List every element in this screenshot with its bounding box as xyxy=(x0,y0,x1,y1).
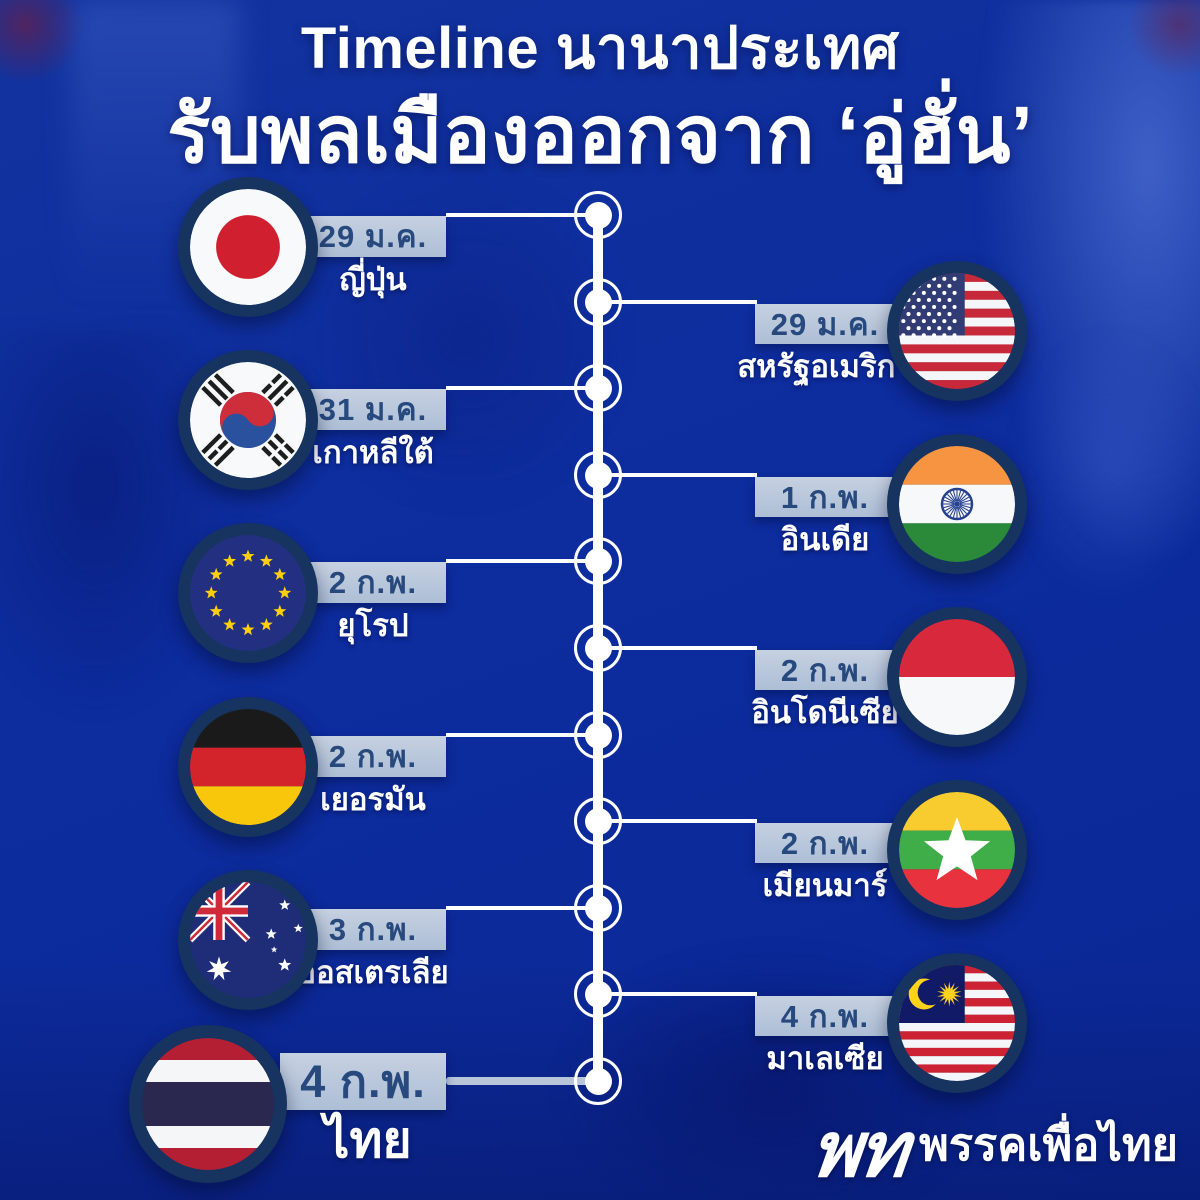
country-label: ออสเตรเลีย xyxy=(297,955,449,990)
date-text: 2 ก.พ. xyxy=(780,652,870,688)
timeline-node-dot xyxy=(584,201,612,229)
connector-line xyxy=(446,559,600,563)
connector-line xyxy=(446,733,600,737)
date-ribbon: 1 ก.พ. xyxy=(755,477,895,517)
date-ribbon: 2 ก.พ. xyxy=(300,736,446,777)
country-label: ยุโรป xyxy=(337,608,409,643)
timeline-node-dot xyxy=(584,1067,612,1095)
date-ribbon: 2 ก.พ. xyxy=(755,823,895,863)
date-text: 2 ก.พ. xyxy=(328,565,418,600)
timeline-node xyxy=(574,191,622,239)
country-label: เกาหลีใต้ xyxy=(312,435,434,470)
date-text: 3 ก.พ. xyxy=(328,912,418,947)
timeline-node-dot xyxy=(584,547,612,575)
connector-line xyxy=(446,906,600,910)
timeline-node-dot xyxy=(584,288,612,316)
germany-flag-icon xyxy=(178,697,318,837)
timeline-node-dot xyxy=(584,980,612,1008)
date-text: 29 ม.ค. xyxy=(318,219,428,254)
timeline-node-dot xyxy=(584,374,612,402)
connector-line xyxy=(598,819,757,823)
date-text: 1 ก.พ. xyxy=(780,479,870,515)
country-label: อินโดนีเซีย xyxy=(751,695,899,730)
timeline-node-dot xyxy=(584,461,612,489)
date-ribbon: 2 ก.พ. xyxy=(300,562,446,603)
timeline-node xyxy=(574,364,622,412)
timeline-node-dot xyxy=(584,634,612,662)
party-footer: พท พรรคเพื่อไทย xyxy=(806,1108,1178,1194)
timeline-node xyxy=(574,884,622,932)
date-ribbon: 4 ก.พ. xyxy=(755,996,895,1036)
date-ribbon: 29 ม.ค. xyxy=(300,216,446,257)
timeline-node xyxy=(574,711,622,759)
date-text: 4 ก.พ. xyxy=(300,1056,426,1107)
connector-line xyxy=(446,386,600,390)
country-label: ญี่ปุ่น xyxy=(339,262,407,297)
date-text: 31 ม.ค. xyxy=(318,392,428,427)
timeline-node xyxy=(574,451,622,499)
date-text: 29 ม.ค. xyxy=(770,306,880,342)
date-text: 2 ก.พ. xyxy=(780,825,870,861)
usa-flag-icon xyxy=(887,261,1027,401)
pheu-thai-logo-icon: พท xyxy=(806,1108,910,1194)
connector-line xyxy=(446,1077,600,1085)
connector-line xyxy=(598,473,757,477)
timeline-node xyxy=(574,537,622,585)
party-name: พรรคเพื่อไทย xyxy=(919,1119,1178,1170)
country-label: ไทย xyxy=(324,1112,412,1168)
country-label: เมียนมาร์ xyxy=(762,868,888,903)
date-ribbon: 3 ก.พ. xyxy=(300,909,446,950)
page-title: Timeline นานาประเทศ รับพลเมืองออกจาก ‘อู… xyxy=(0,16,1200,185)
india-flag-icon xyxy=(887,434,1027,574)
date-text: 4 ก.พ. xyxy=(780,998,870,1034)
date-ribbon: 2 ก.พ. xyxy=(755,650,895,690)
timeline-node xyxy=(574,278,622,326)
timeline-node-dot xyxy=(584,721,612,749)
connector-line xyxy=(446,213,600,217)
connector-line xyxy=(598,646,757,650)
malaysia-flag-icon xyxy=(887,953,1027,1093)
myanmar-flag-icon xyxy=(887,780,1027,920)
timeline-node-dot xyxy=(584,894,612,922)
thailand-flag-icon xyxy=(129,1025,287,1183)
indonesia-flag-icon xyxy=(887,607,1027,747)
country-label: สหรัฐอเมริกา xyxy=(737,349,913,384)
title-line2: รับพลเมืองออกจาก ‘อู่ฮั่น’ xyxy=(167,89,1033,179)
australia-flag-icon xyxy=(178,870,318,1010)
timeline-node xyxy=(574,624,622,672)
date-ribbon: 29 ม.ค. xyxy=(755,304,895,344)
connector-line xyxy=(598,300,757,304)
europe-flag-icon xyxy=(178,523,318,663)
date-ribbon: 31 ม.ค. xyxy=(300,389,446,430)
country-label: เยอรมัน xyxy=(320,782,426,817)
date-ribbon: 4 ก.พ. xyxy=(280,1053,446,1110)
country-label: อินเดีย xyxy=(780,522,870,557)
japan-flag-icon xyxy=(178,177,318,317)
title-line1: Timeline นานาประเทศ xyxy=(300,16,900,81)
timeline-node-dot xyxy=(584,807,612,835)
south-korea-flag-icon xyxy=(178,350,318,490)
timeline-node xyxy=(574,797,622,845)
date-text: 2 ก.พ. xyxy=(328,739,418,774)
